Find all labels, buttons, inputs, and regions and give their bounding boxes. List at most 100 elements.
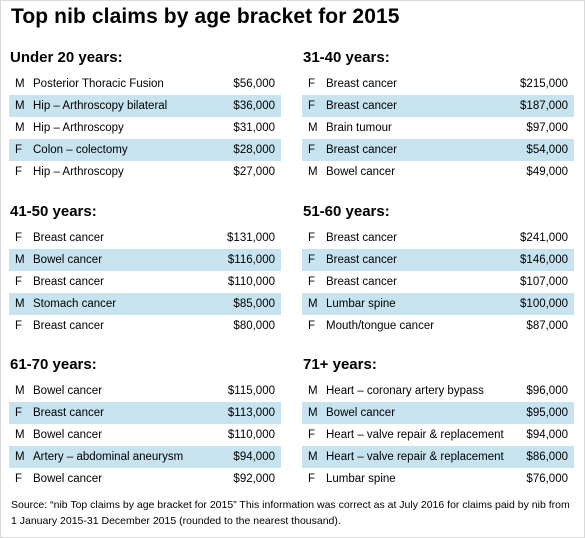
amount-cell: $54,000 bbox=[526, 144, 568, 156]
amount-cell: $76,000 bbox=[526, 473, 568, 485]
table-row: M Bowel cancer $95,000 bbox=[302, 402, 574, 424]
procedure-cell: Hip – Arthroscopy bbox=[33, 166, 124, 178]
gender-cell: M bbox=[15, 451, 25, 463]
procedure-cell: Lumbar spine bbox=[326, 473, 396, 485]
claims-table: F Breast cancer $215,000 F Breast cancer $187… bbox=[302, 73, 574, 183]
gender-cell: M bbox=[15, 298, 25, 310]
procedure-cell: Breast cancer bbox=[326, 276, 397, 288]
gender-cell: F bbox=[308, 473, 316, 485]
source-note: Source: “nib Top claims by age bracket f… bbox=[11, 499, 570, 527]
gender-cell: F bbox=[308, 144, 316, 156]
age-bracket-section: 61-70 years: M Bowel cancer $115,000 F Breast… bbox=[9, 354, 281, 490]
amount-cell: $28,000 bbox=[233, 144, 275, 156]
procedure-cell: Breast cancer bbox=[33, 232, 104, 244]
age-bracket-section: 71+ years: M Heart – coronary artery bypas… bbox=[302, 354, 574, 490]
amount-cell: $97,000 bbox=[526, 122, 568, 134]
procedure-cell: Bowel cancer bbox=[326, 407, 396, 419]
claims-table: F Breast cancer $241,000 F Breast cancer $146… bbox=[302, 227, 574, 337]
procedure-cell: Artery – abdominal aneurysm bbox=[33, 451, 184, 463]
amount-cell: $113,000 bbox=[227, 407, 275, 419]
procedure-cell: Breast cancer bbox=[33, 276, 104, 288]
gender-cell: M bbox=[15, 122, 25, 134]
table-row: M Bowel cancer $110,000 bbox=[9, 424, 281, 446]
amount-cell: $92,000 bbox=[233, 473, 275, 485]
table-row: F Breast cancer $110,000 bbox=[9, 271, 281, 293]
claims-table: M Posterior Thoracic Fusion $56,000 M Hip – … bbox=[9, 73, 281, 183]
age-bracket-section: Under 20 years: M Posterior Thoracic Fusio… bbox=[9, 47, 281, 183]
amount-cell: $146,000 bbox=[520, 254, 568, 266]
table-row: M Bowel cancer $49,000 bbox=[302, 161, 574, 183]
gender-cell: M bbox=[308, 451, 318, 463]
gender-cell: F bbox=[15, 144, 23, 156]
gender-cell: F bbox=[308, 320, 316, 332]
amount-cell: $31,000 bbox=[233, 122, 275, 134]
amount-cell: $56,000 bbox=[233, 78, 275, 90]
gender-cell: F bbox=[308, 232, 316, 244]
gender-cell: M bbox=[15, 385, 25, 397]
procedure-cell: Breast cancer bbox=[326, 78, 397, 90]
gender-cell: F bbox=[15, 407, 23, 419]
procedure-cell: Lumbar spine bbox=[326, 298, 396, 310]
table-row: M Artery – abdominal aneurysm $94,000 bbox=[9, 446, 281, 468]
procedure-cell: Bowel cancer bbox=[33, 473, 103, 485]
procedure-cell: Brain tumour bbox=[326, 122, 392, 134]
table-row: M Posterior Thoracic Fusion $56,000 bbox=[9, 73, 281, 95]
table-row: F Breast cancer $131,000 bbox=[9, 227, 281, 249]
amount-cell: $110,000 bbox=[227, 429, 275, 441]
age-bracket-heading: 61-70 years: bbox=[10, 356, 97, 373]
amount-cell: $86,000 bbox=[526, 451, 568, 463]
amount-cell: $110,000 bbox=[227, 276, 275, 288]
procedure-cell: Heart – valve repair & replacement bbox=[326, 451, 504, 463]
table-row: M Bowel cancer $115,000 bbox=[9, 380, 281, 402]
procedure-cell: Mouth/tongue cancer bbox=[326, 320, 435, 332]
procedure-cell: Breast cancer bbox=[326, 100, 397, 112]
table-row: F Lumbar spine $76,000 bbox=[302, 468, 574, 490]
table-row: M Lumbar spine $100,000 bbox=[302, 293, 574, 315]
gender-cell: M bbox=[15, 429, 25, 441]
amount-cell: $131,000 bbox=[227, 232, 275, 244]
gender-cell: M bbox=[308, 122, 318, 134]
age-bracket-heading: Under 20 years: bbox=[10, 49, 123, 66]
table-row: F Breast cancer $113,000 bbox=[9, 402, 281, 424]
amount-cell: $94,000 bbox=[526, 429, 568, 441]
amount-cell: $187,000 bbox=[520, 100, 568, 112]
gender-cell: M bbox=[15, 100, 25, 112]
amount-cell: $49,000 bbox=[526, 166, 568, 178]
table-row: F Breast cancer $187,000 bbox=[302, 95, 574, 117]
gender-cell: F bbox=[15, 166, 23, 178]
gender-cell: M bbox=[308, 385, 318, 397]
procedure-cell: Heart – valve repair & replacement bbox=[326, 429, 504, 441]
amount-cell: $94,000 bbox=[233, 451, 275, 463]
gender-cell: F bbox=[15, 232, 23, 244]
procedure-cell: Bowel cancer bbox=[326, 166, 396, 178]
table-row: F Mouth/tongue cancer $87,000 bbox=[302, 315, 574, 337]
claims-table: F Breast cancer $131,000 M Bowel cancer $116,… bbox=[9, 227, 281, 337]
table-row: F Hip – Arthroscopy $27,000 bbox=[9, 161, 281, 183]
procedure-cell: Bowel cancer bbox=[33, 254, 103, 266]
procedure-cell: Hip – Arthroscopy bbox=[33, 122, 124, 134]
amount-cell: $116,000 bbox=[227, 254, 275, 266]
procedure-cell: Breast cancer bbox=[326, 232, 397, 244]
age-bracket-heading: 31-40 years: bbox=[303, 49, 390, 66]
age-bracket-heading: 41-50 years: bbox=[10, 203, 97, 220]
table-row: M Brain tumour $97,000 bbox=[302, 117, 574, 139]
procedure-cell: Bowel cancer bbox=[33, 429, 103, 441]
amount-cell: $36,000 bbox=[233, 100, 275, 112]
gender-cell: F bbox=[15, 473, 23, 485]
procedure-cell: Heart – coronary artery bypass bbox=[326, 385, 484, 397]
table-row: F Breast cancer $241,000 bbox=[302, 227, 574, 249]
table-row: M Bowel cancer $116,000 bbox=[9, 249, 281, 271]
amount-cell: $87,000 bbox=[526, 320, 568, 332]
procedure-cell: Colon – colectomy bbox=[33, 144, 128, 156]
gender-cell: F bbox=[308, 100, 316, 112]
amount-cell: $215,000 bbox=[520, 78, 568, 90]
procedure-cell: Posterior Thoracic Fusion bbox=[33, 78, 164, 90]
age-bracket-section: 31-40 years: F Breast cancer $215,000 F Breas… bbox=[302, 47, 574, 183]
amount-cell: $115,000 bbox=[227, 385, 275, 397]
amount-cell: $80,000 bbox=[233, 320, 275, 332]
claims-table: M Bowel cancer $115,000 F Breast cancer $113,… bbox=[9, 380, 281, 490]
gender-cell: M bbox=[15, 254, 25, 266]
amount-cell: $96,000 bbox=[526, 385, 568, 397]
amount-cell: $95,000 bbox=[526, 407, 568, 419]
table-row: M Hip – Arthroscopy bilateral $36,000 bbox=[9, 95, 281, 117]
